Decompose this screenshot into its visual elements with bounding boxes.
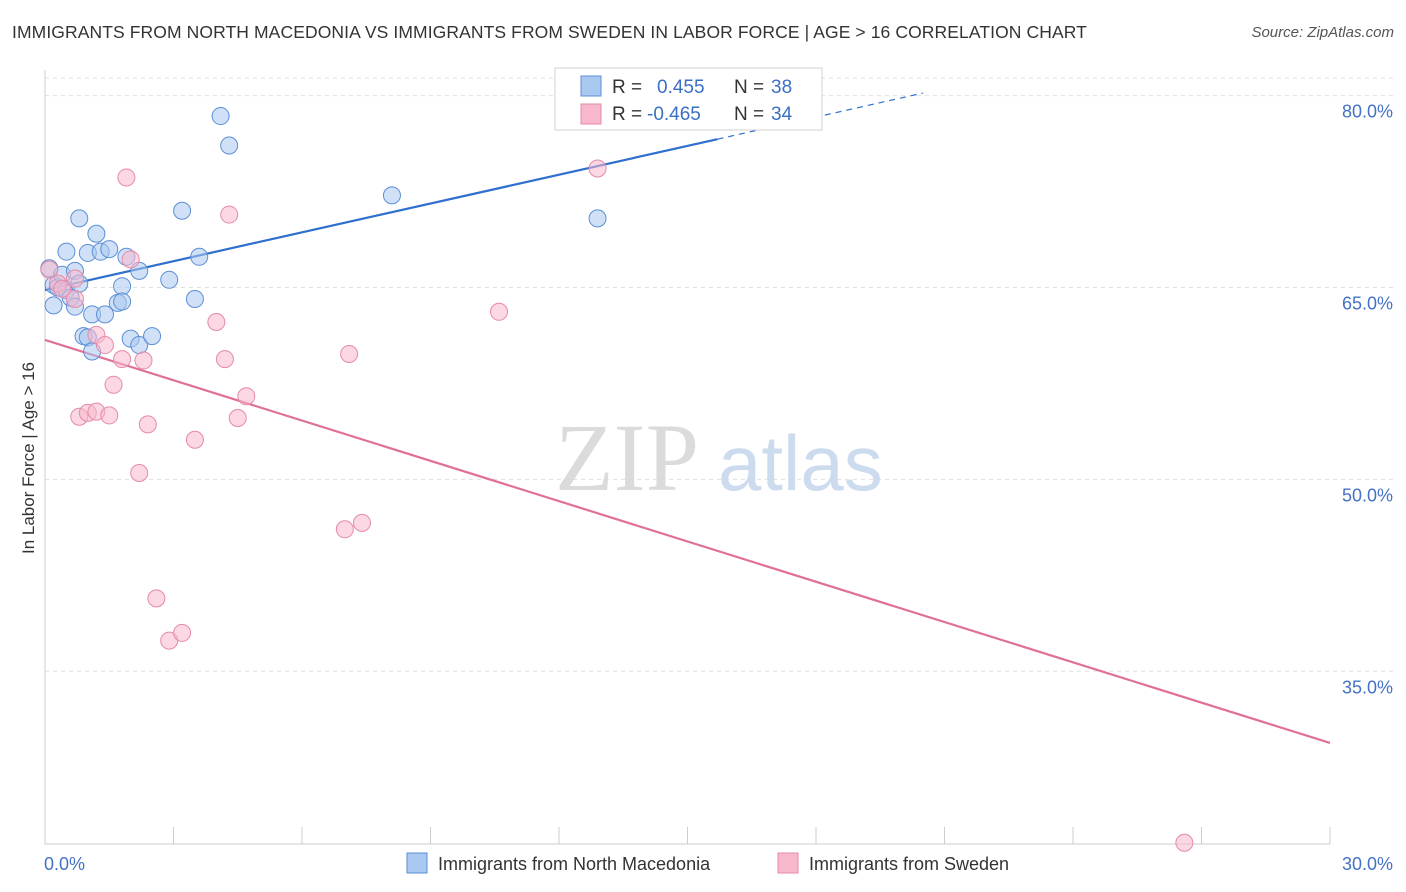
point-north-macedonia-29	[160, 270, 179, 289]
point-sweden-4	[65, 269, 84, 288]
legend-swatch-blue	[580, 75, 602, 97]
point-sweden-21	[185, 430, 204, 449]
point-north-macedonia-30	[173, 201, 192, 220]
point-sweden-2	[53, 279, 72, 298]
trend-line-north-macedonia-extension	[717, 92, 924, 140]
point-north-macedonia-10	[70, 209, 89, 228]
legend-swatch-pink	[580, 103, 602, 125]
y-tick-label-65: 65.0%	[1342, 293, 1393, 313]
point-sweden-17	[138, 415, 157, 434]
series-label-north-macedonia: Immigrants from North Macedonia	[438, 854, 711, 874]
point-north-macedonia-19	[95, 305, 114, 324]
point-north-macedonia-2	[44, 296, 63, 315]
point-sweden-10	[100, 406, 119, 425]
legend-r-label-1: R =	[612, 77, 642, 98]
y-tick-label-35: 35.0%	[1342, 677, 1393, 697]
point-north-macedonia-36	[588, 209, 607, 228]
y-tick-label-50: 50.0%	[1342, 485, 1393, 505]
point-sweden-9	[95, 336, 114, 355]
legend-n-value-2: 34	[771, 104, 793, 125]
series-legend: Immigrants from North Macedonia Immigran…	[406, 852, 1009, 874]
point-sweden-31	[588, 159, 607, 178]
chart-title: IMMIGRANTS FROM NORTH MACEDONIA VS IMMIG…	[12, 22, 1087, 42]
point-sweden-23	[215, 350, 234, 369]
point-north-macedonia-31	[185, 290, 204, 309]
point-sweden-28	[340, 345, 359, 364]
legend-n-label-2: N =	[734, 104, 764, 125]
stats-legend: R = 0.455 N = 38 R = -0.465 N = 34	[554, 67, 823, 131]
point-sweden-12	[113, 350, 132, 369]
point-north-macedonia-35	[382, 186, 401, 205]
watermark: ZIP atlas	[555, 404, 883, 511]
point-sweden-20	[173, 623, 192, 642]
point-sweden-27	[335, 520, 354, 539]
x-tick-label-max: 30.0%	[1342, 854, 1393, 874]
point-sweden-14	[121, 250, 140, 269]
legend-n-value-1: 38	[771, 77, 792, 98]
data-points	[40, 107, 1194, 852]
grid-lines	[45, 77, 1393, 672]
series-label-sweden: Immigrants from Sweden	[809, 854, 1009, 874]
series-swatch-north-macedonia	[406, 852, 428, 874]
legend-n-label-1: N =	[734, 77, 764, 98]
point-north-macedonia-6	[57, 242, 76, 261]
watermark-atlas: atlas	[718, 419, 883, 507]
trend-line-sweden	[44, 338, 1331, 744]
point-sweden-32	[1175, 833, 1194, 852]
point-sweden-13	[117, 168, 136, 187]
point-north-macedonia-28	[143, 327, 162, 346]
point-north-macedonia-34	[220, 136, 239, 155]
watermark-zip: ZIP	[555, 404, 699, 511]
point-north-macedonia-17	[87, 224, 106, 243]
point-sweden-11	[104, 375, 123, 394]
legend-r-value-2: -0.465	[647, 104, 701, 125]
point-sweden-26	[237, 387, 256, 406]
point-sweden-3	[65, 290, 84, 309]
axes: 35.0% 50.0% 65.0% 80.0% 0.0% 30.0%	[44, 70, 1393, 874]
point-north-macedonia-32	[190, 247, 209, 266]
x-tick-label-min: 0.0%	[44, 854, 85, 874]
series-swatch-sweden	[777, 852, 799, 874]
point-north-macedonia-23	[113, 292, 132, 311]
point-north-macedonia-20	[100, 240, 119, 259]
point-sweden-25	[228, 408, 247, 427]
point-sweden-29	[352, 513, 371, 532]
source-label: Source: ZipAtlas.com	[1251, 24, 1394, 41]
point-sweden-24	[220, 205, 239, 224]
point-sweden-22	[207, 313, 226, 332]
point-north-macedonia-22	[113, 277, 132, 296]
point-sweden-15	[130, 463, 149, 482]
point-sweden-18	[147, 589, 166, 608]
point-sweden-16	[134, 351, 153, 370]
y-tick-label-80: 80.0%	[1342, 102, 1393, 122]
legend-r-value-1: 0.455	[657, 77, 705, 98]
legend-r-label-2: R =	[612, 104, 642, 125]
point-sweden-30	[490, 302, 509, 321]
point-north-macedonia-33	[211, 107, 230, 126]
point-sweden-0	[40, 260, 59, 279]
y-axis-label: In Labor Force | Age > 16	[19, 362, 38, 554]
